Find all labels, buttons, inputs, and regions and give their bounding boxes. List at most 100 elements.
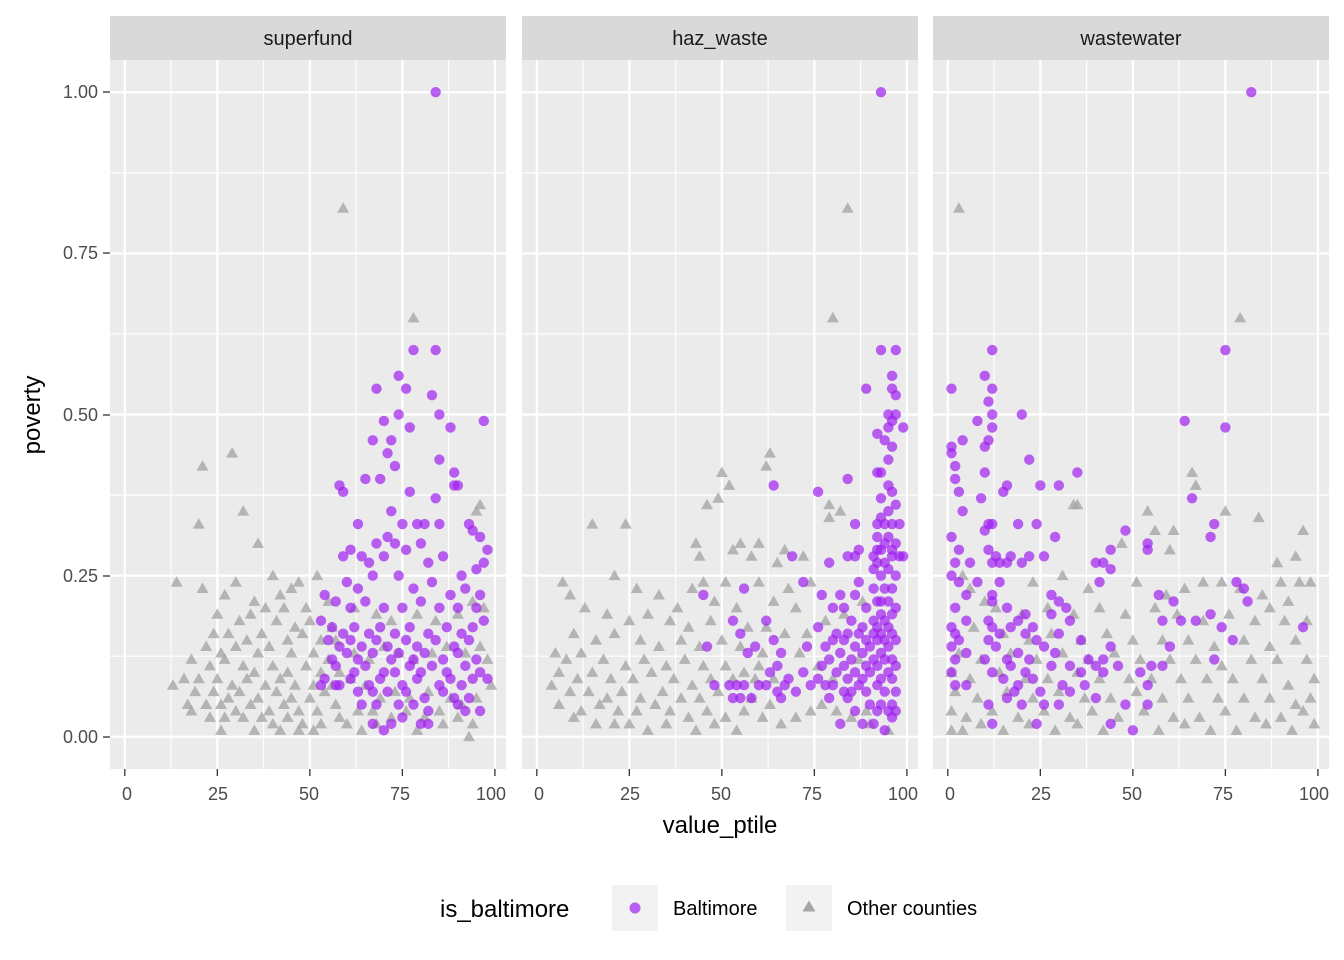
point-other-counties	[433, 704, 446, 716]
point-other-counties	[634, 634, 647, 645]
point-baltimore	[879, 435, 890, 446]
point-baltimore	[735, 628, 746, 639]
point-other-counties	[1200, 672, 1213, 684]
point-baltimore	[890, 499, 901, 510]
point-other-counties	[815, 698, 828, 710]
point-other-counties	[752, 659, 765, 671]
point-baltimore	[886, 441, 898, 452]
point-other-counties	[1063, 711, 1076, 722]
point-baltimore	[886, 583, 898, 594]
point-other-counties	[664, 614, 677, 626]
point-baltimore	[1024, 551, 1035, 562]
point-other-counties	[285, 646, 298, 658]
point-baltimore	[849, 589, 861, 601]
point-baltimore	[393, 370, 404, 382]
point-other-counties	[826, 672, 839, 684]
point-baltimore	[872, 680, 883, 691]
point-baltimore	[363, 557, 375, 568]
point-baltimore	[761, 680, 772, 691]
point-baltimore	[423, 628, 434, 639]
point-other-counties	[956, 724, 969, 735]
point-other-counties	[1293, 576, 1306, 587]
point-other-counties	[296, 627, 309, 639]
point-other-counties	[1141, 505, 1154, 516]
point-other-counties	[834, 505, 847, 516]
point-baltimore	[408, 344, 419, 356]
point-baltimore	[382, 641, 393, 652]
point-other-counties	[971, 692, 984, 703]
point-baltimore	[987, 596, 998, 607]
point-other-counties	[1263, 640, 1276, 652]
point-baltimore	[983, 544, 994, 556]
point-baltimore	[883, 454, 894, 465]
point-other-counties	[211, 608, 224, 619]
point-baltimore	[860, 686, 872, 697]
point-other-counties	[734, 640, 747, 652]
point-other-counties	[760, 621, 773, 632]
point-baltimore	[448, 467, 460, 478]
point-other-counties	[1026, 692, 1039, 703]
point-baltimore	[1005, 622, 1016, 633]
point-baltimore	[460, 583, 471, 594]
point-other-counties	[715, 466, 728, 478]
point-other-counties	[1289, 634, 1302, 645]
point-baltimore	[979, 370, 991, 382]
point-other-counties	[240, 634, 253, 645]
point-other-counties	[1274, 711, 1287, 722]
point-other-counties	[292, 724, 305, 735]
point-baltimore	[727, 615, 739, 626]
strip-background	[522, 16, 918, 60]
point-baltimore	[1090, 557, 1102, 568]
point-baltimore	[849, 641, 861, 652]
point-baltimore	[998, 673, 1009, 684]
point-other-counties	[1134, 653, 1147, 664]
point-other-counties	[1271, 653, 1284, 664]
point-baltimore	[853, 628, 864, 639]
point-baltimore	[437, 686, 449, 697]
point-other-counties	[318, 685, 331, 697]
point-baltimore	[423, 718, 434, 730]
point-baltimore	[400, 634, 412, 646]
legend-label-other-counties: Other counties	[847, 898, 977, 920]
point-other-counties	[771, 556, 784, 568]
panel-wastewater	[933, 60, 1329, 776]
point-baltimore	[946, 531, 957, 543]
point-other-counties	[1052, 685, 1065, 697]
point-other-counties	[989, 601, 1002, 613]
point-baltimore	[1227, 634, 1238, 646]
point-other-counties	[649, 698, 662, 710]
point-baltimore	[356, 699, 367, 710]
point-baltimore	[456, 628, 467, 639]
point-other-counties	[263, 704, 276, 716]
point-baltimore	[345, 602, 356, 614]
x-tick-label: 50	[711, 784, 731, 804]
point-other-counties	[189, 685, 202, 697]
point-baltimore	[1064, 686, 1076, 697]
point-other-counties	[945, 724, 958, 735]
point-baltimore	[1090, 692, 1102, 704]
point-baltimore	[835, 589, 846, 601]
point-other-counties	[1219, 505, 1232, 516]
point-baltimore	[349, 622, 360, 633]
point-baltimore	[430, 87, 441, 98]
point-baltimore	[979, 654, 991, 665]
point-baltimore	[979, 525, 991, 536]
point-baltimore	[738, 583, 750, 594]
point-baltimore	[1035, 480, 1046, 491]
point-other-counties	[270, 614, 283, 626]
point-other-counties	[1082, 582, 1095, 594]
point-baltimore	[360, 596, 371, 607]
point-other-counties	[612, 704, 625, 716]
point-other-counties	[252, 537, 265, 548]
point-baltimore	[823, 557, 835, 568]
point-other-counties	[793, 646, 806, 658]
point-baltimore	[961, 680, 972, 691]
point-baltimore	[452, 699, 464, 710]
point-baltimore	[864, 699, 876, 710]
point-other-counties	[1211, 692, 1224, 703]
point-other-counties	[1289, 550, 1302, 561]
x-tick-label: 100	[476, 784, 506, 804]
point-other-counties	[667, 672, 680, 684]
point-other-counties	[712, 492, 725, 503]
x-tick-label: 100	[888, 784, 918, 804]
